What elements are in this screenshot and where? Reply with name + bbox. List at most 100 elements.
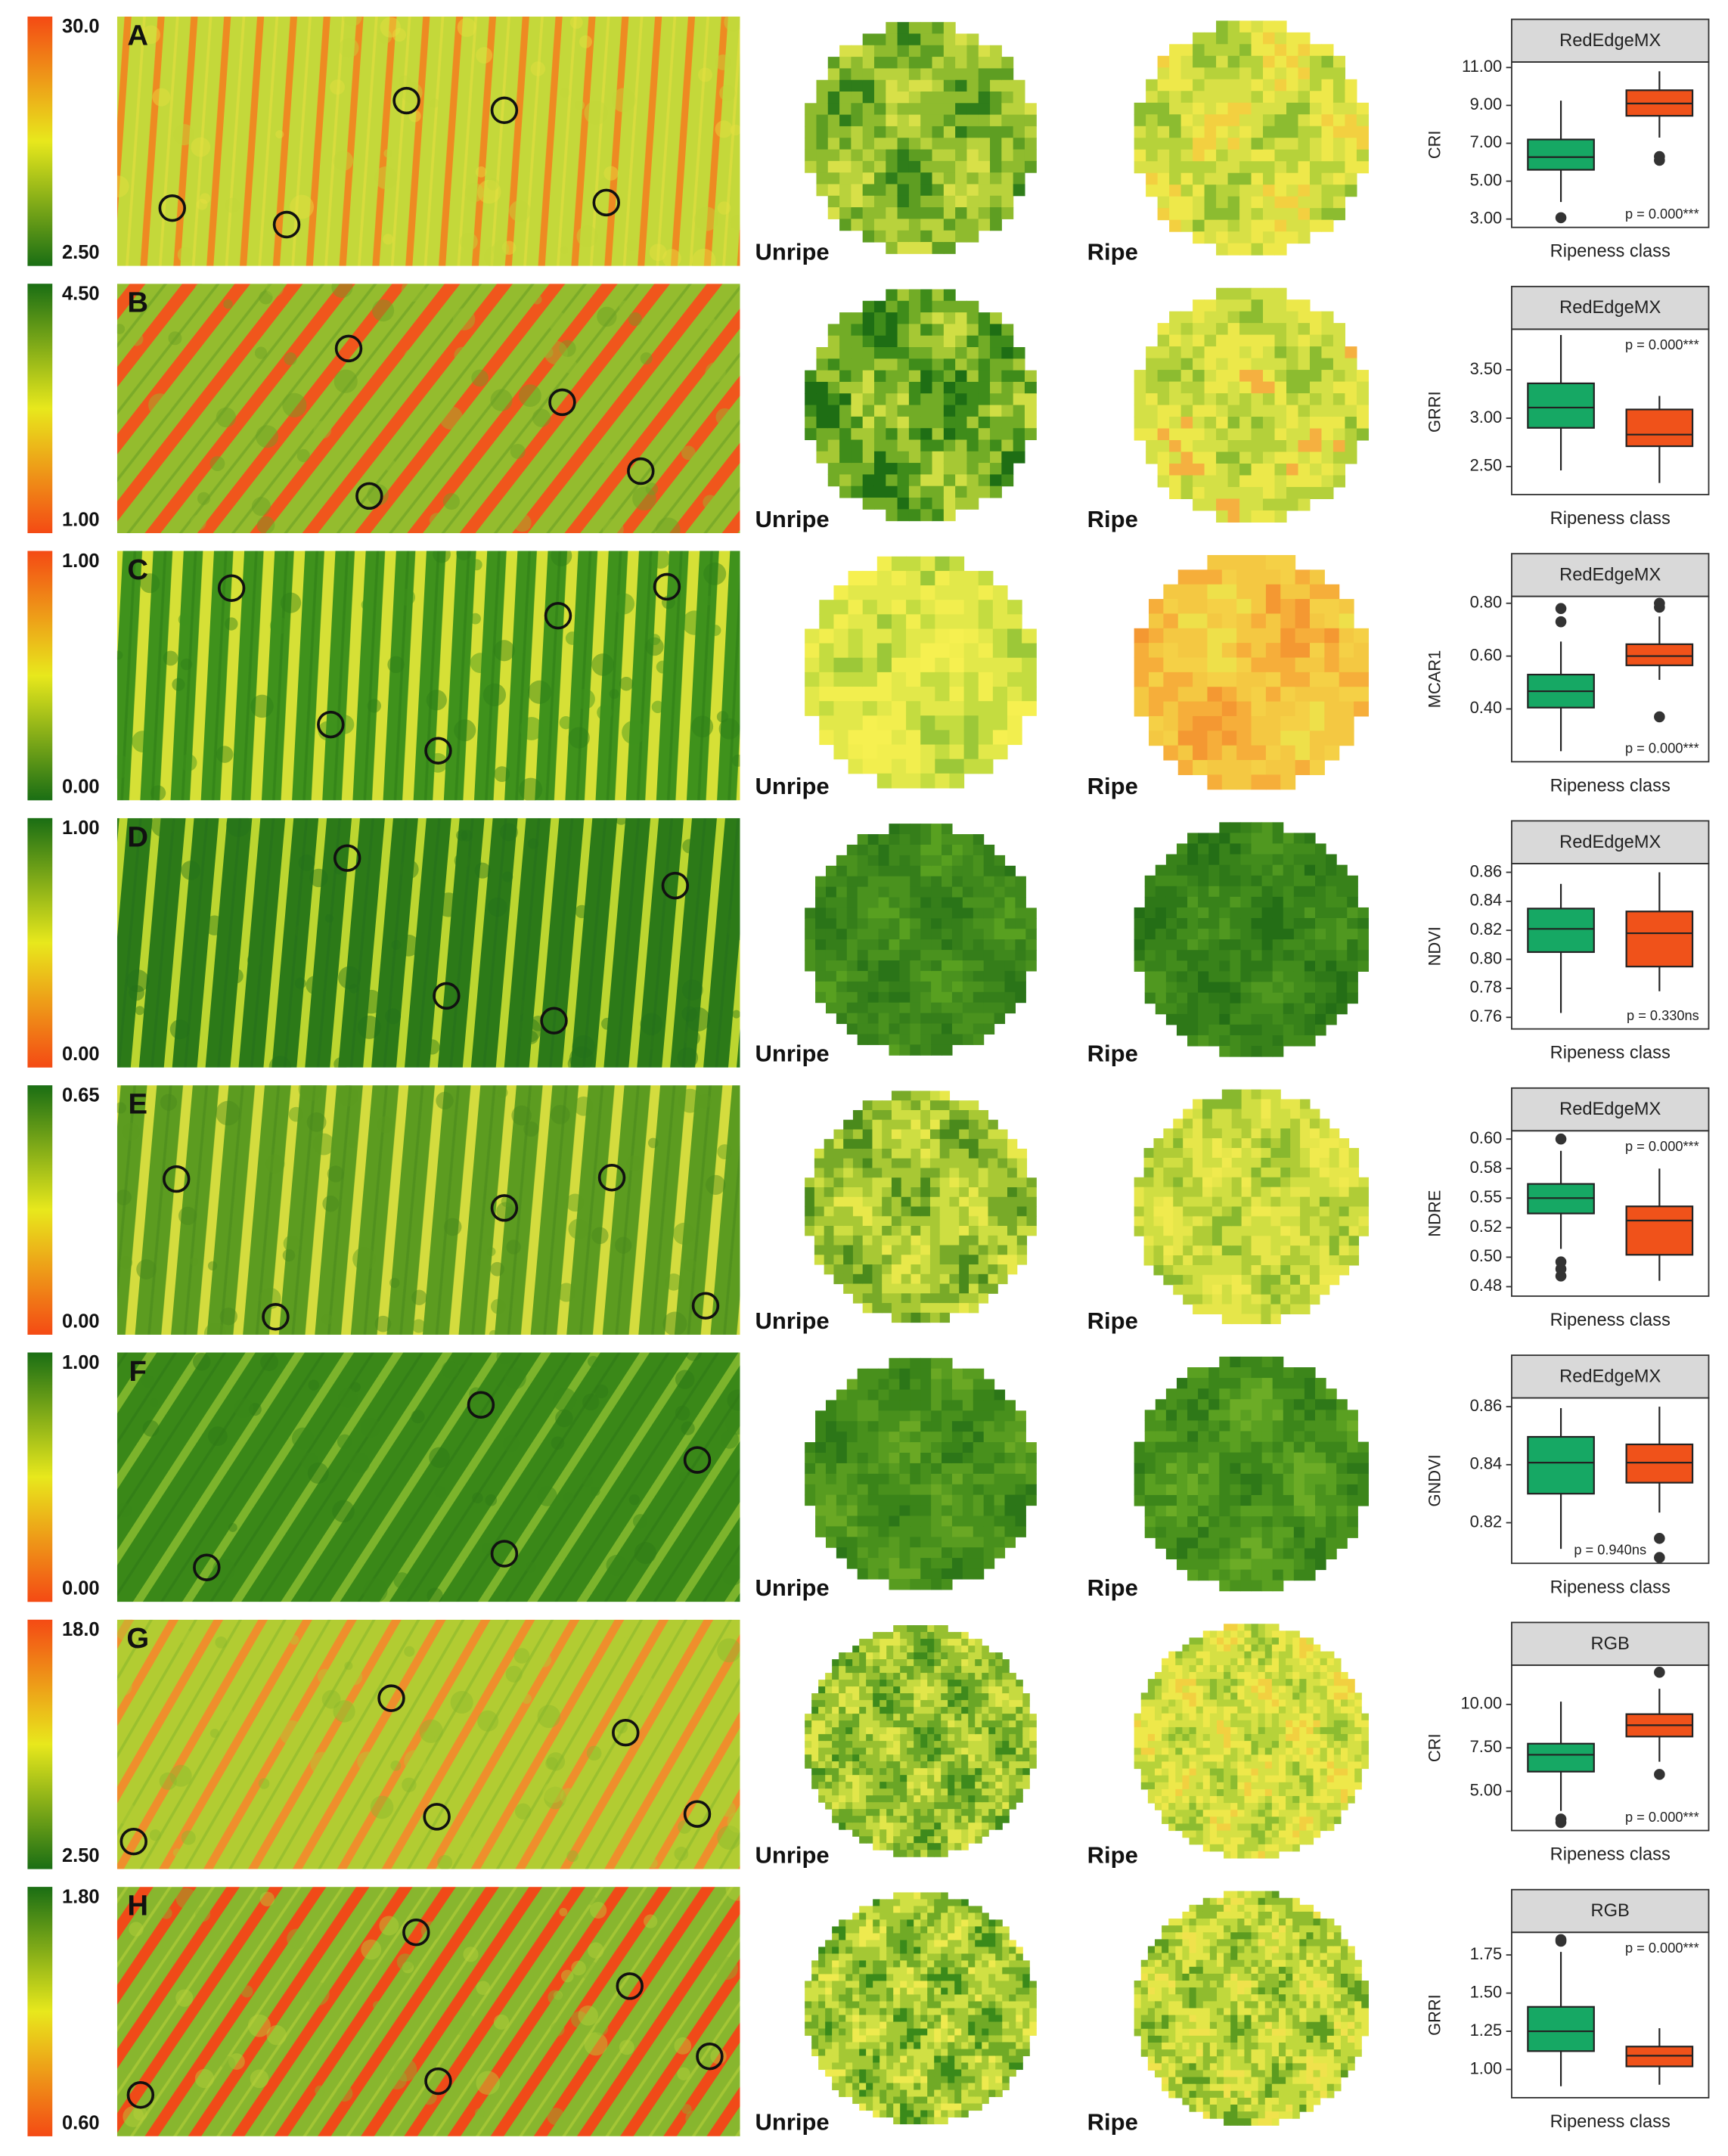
sample-ring (490, 96, 519, 125)
image-pixel (1240, 1356, 1252, 1368)
image-pixel (1251, 864, 1263, 876)
image-pixel (1198, 1559, 1209, 1571)
image-pixel (886, 1714, 894, 1721)
image-pixel (1187, 950, 1199, 961)
image-pixel (1230, 1580, 1242, 1592)
image-pixel (862, 324, 875, 337)
image-pixel (943, 33, 956, 46)
image-pixel (1261, 1569, 1274, 1581)
image-pixel (951, 1494, 963, 1506)
image-pixel (1300, 1148, 1311, 1159)
image-pixel (1007, 1187, 1018, 1198)
canopy-blob (129, 985, 145, 1001)
image-pixel (1173, 1157, 1184, 1168)
image-pixel (1304, 1431, 1316, 1443)
image-pixel (899, 1515, 911, 1527)
image-pixel (1261, 1024, 1274, 1036)
image-pixel (1241, 1304, 1252, 1315)
image-pixel (891, 1090, 902, 1101)
image-pixel (920, 1100, 931, 1111)
image-pixel (978, 1293, 989, 1304)
image-pixel (836, 960, 848, 972)
image-pixel (827, 114, 840, 127)
image-pixel (955, 474, 967, 487)
image-pixel (876, 570, 892, 586)
image-pixel (852, 1148, 864, 1159)
image-pixel (862, 1303, 873, 1314)
image-pixel (963, 628, 979, 644)
image-pixel (839, 474, 852, 487)
image-pixel (836, 918, 848, 929)
image-pixel (862, 347, 875, 359)
image-pixel (827, 347, 840, 359)
image-pixel (1240, 1537, 1252, 1549)
image-pixel (857, 1368, 869, 1380)
canopy-blob (247, 953, 262, 968)
image-pixel (955, 68, 967, 81)
image-pixel (1324, 745, 1340, 761)
image-pixel (1295, 672, 1311, 687)
image-pixel (931, 1473, 942, 1485)
image-pixel (1241, 1157, 1252, 1168)
canopy-blob (372, 299, 395, 322)
canopy-blob (427, 1587, 443, 1602)
image-pixel (1326, 1516, 1337, 1528)
image-pixel (1309, 1118, 1320, 1129)
image-pixel (1345, 405, 1357, 417)
image-pixel (815, 897, 827, 908)
image-pixel (1272, 950, 1284, 961)
image-pixel (1173, 1167, 1184, 1178)
sample-ring (217, 574, 246, 602)
image-pixel (1176, 1431, 1188, 1443)
canopy-blob (226, 817, 251, 837)
image-pixel (1149, 628, 1164, 644)
image-pixel (1134, 102, 1146, 115)
image-pixel (843, 1206, 854, 1217)
image-pixel (1216, 243, 1229, 256)
canopy-blob (675, 1405, 690, 1421)
image-pixel (1157, 91, 1170, 104)
image-pixel (1309, 1216, 1320, 1227)
image-pixel (1356, 114, 1369, 127)
image-pixel (825, 1421, 837, 1432)
image-pixel (1187, 1484, 1199, 1496)
image-pixel (1025, 1473, 1037, 1485)
image-pixel (1231, 1294, 1242, 1305)
image-pixel (1309, 1264, 1320, 1276)
image-pixel (943, 463, 956, 475)
image-pixel (889, 1013, 900, 1025)
image-pixel (897, 241, 910, 254)
image-pixel (851, 405, 864, 417)
image-pixel (1239, 79, 1252, 92)
image-pixel (839, 1795, 846, 1803)
image-pixel (827, 416, 840, 429)
field-texture (116, 1085, 740, 1335)
image-pixel (935, 556, 951, 572)
image-pixel (1240, 1045, 1252, 1057)
image-pixel (839, 1700, 846, 1708)
image-pixel (866, 1823, 873, 1830)
image-pixel (897, 324, 910, 337)
image-pixel (1180, 393, 1193, 406)
image-pixel (983, 1558, 995, 1569)
image-pixel (886, 381, 898, 394)
image-pixel (1251, 1399, 1263, 1410)
image-pixel (1001, 207, 1014, 219)
image-pixel (1283, 1452, 1295, 1464)
image-pixel (1208, 1463, 1220, 1475)
image-pixel (1356, 161, 1369, 174)
image-pixel (1177, 657, 1193, 673)
image-pixel (1304, 950, 1316, 961)
colorbar-tick-label: 1.00 (62, 817, 100, 839)
image-pixel (1251, 1452, 1263, 1464)
image-pixel (839, 79, 852, 92)
image-pixel (1298, 185, 1311, 197)
image-pixel (825, 1515, 837, 1527)
image-pixel (852, 1196, 864, 1208)
image-pixel (943, 289, 956, 302)
image-pixel (873, 1673, 880, 1680)
image-pixel (866, 1754, 873, 1762)
image-pixel (959, 1129, 969, 1140)
image-pixel (862, 628, 878, 644)
image-pixel (1227, 185, 1240, 197)
